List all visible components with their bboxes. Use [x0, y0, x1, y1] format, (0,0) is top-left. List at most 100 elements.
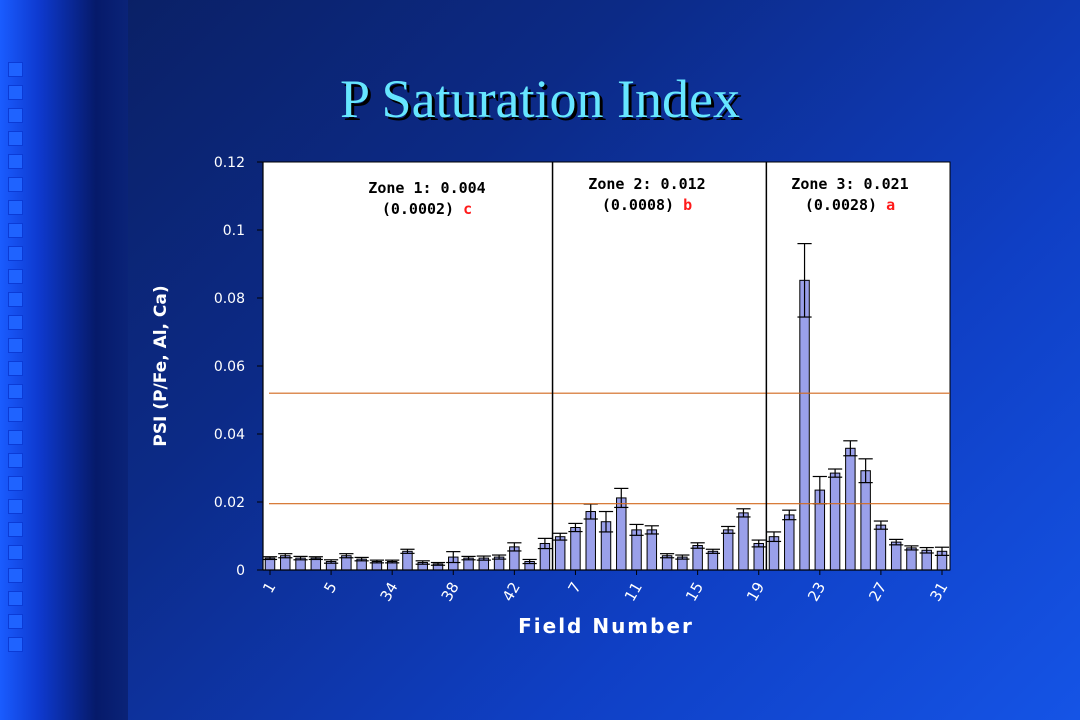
decorative-square	[8, 108, 23, 123]
bar	[722, 529, 734, 571]
error-bar	[354, 556, 369, 562]
x-tick-label: 42	[499, 579, 524, 605]
bar	[784, 514, 795, 571]
y-tick-label: 0.04	[214, 427, 245, 443]
error-bar	[675, 554, 690, 560]
error-bar	[446, 551, 461, 564]
x-tick-label: 15	[682, 579, 707, 605]
zone-detail: (0.0008) b	[602, 196, 692, 214]
decorative-square	[8, 292, 23, 307]
x-tick-label: 1	[259, 579, 279, 596]
error-bar	[843, 440, 858, 457]
error-bar	[293, 555, 308, 561]
error-bar	[873, 520, 889, 530]
zone-stderr: (0.0008)	[602, 196, 683, 214]
y-tick-label: 0.12	[214, 155, 245, 171]
decorative-square	[8, 200, 23, 215]
bar	[616, 497, 627, 571]
error-bar	[782, 509, 797, 521]
error-bar	[278, 553, 293, 559]
error-bar	[385, 559, 400, 564]
error-bar	[766, 531, 782, 543]
zone-labels-layer: Zone 1: 0.004 (0.0002) c Zone 2: 0.012 (0.0…	[368, 175, 908, 218]
error-bar	[369, 559, 385, 564]
error-bar	[461, 555, 476, 561]
zone-letter: b	[683, 196, 692, 214]
decorative-square	[8, 223, 23, 238]
error-bar	[705, 548, 721, 554]
error-bar	[430, 561, 446, 566]
zone-title: Zone 1: 0.004	[368, 179, 485, 197]
zone-letter: a	[886, 196, 895, 214]
zone-annotation: Zone 3: 0.021 (0.0028) a	[791, 175, 908, 214]
slide-title: P Saturation Index	[340, 69, 740, 129]
error-bar	[339, 553, 354, 559]
decorative-square-column	[8, 62, 30, 660]
error-bar	[690, 542, 705, 549]
bar	[402, 550, 413, 571]
zone-detail: (0.0028) a	[805, 196, 895, 214]
decorative-square	[8, 85, 23, 100]
zone-annotation: Zone 2: 0.012 (0.0008) b	[588, 175, 705, 214]
error-bar	[751, 539, 766, 548]
error-bar	[491, 554, 507, 560]
decorative-square	[8, 637, 23, 652]
error-bar	[934, 546, 950, 556]
y-tick-label: 0	[236, 563, 245, 579]
error-bar	[858, 458, 873, 484]
bar	[890, 541, 902, 571]
bar	[906, 547, 917, 571]
zone-title: Zone 2: 0.012	[588, 175, 705, 193]
decorative-square	[8, 407, 23, 422]
bar	[692, 545, 703, 571]
reference-lines-layer	[269, 162, 950, 570]
y-tick-label: 0.06	[214, 359, 245, 375]
x-tick-label: 31	[926, 579, 951, 605]
x-tick-label: 5	[320, 579, 340, 596]
y-tick-label: 0.1	[223, 223, 245, 239]
error-bar	[904, 545, 919, 551]
x-tick-label: 27	[865, 579, 890, 605]
zone-detail: (0.0002) c	[382, 200, 472, 218]
y-tick-label: 0.08	[214, 291, 245, 307]
decorative-square	[8, 269, 23, 284]
decorative-square	[8, 246, 23, 261]
error-bar	[721, 525, 736, 534]
bar	[646, 529, 658, 571]
decorative-square	[8, 591, 23, 606]
y-ticks-layer: 0.12 0.1 0.08 0.06 0.04 0.02 0	[214, 155, 263, 579]
error-bar	[262, 556, 278, 561]
error-bar	[323, 559, 339, 564]
x-tick-label: 7	[565, 579, 585, 596]
decorative-square	[8, 131, 23, 146]
y-tick-label: 0.02	[214, 495, 245, 511]
decorative-square	[8, 545, 23, 560]
error-bar	[629, 523, 644, 536]
zone-annotation: Zone 1: 0.004 (0.0002) c	[368, 179, 485, 218]
zone-title: Zone 3: 0.021	[791, 175, 908, 193]
error-bar	[400, 548, 415, 554]
bar	[554, 536, 566, 571]
y-axis-label: PSI (P/Fe, Al, Ca)	[151, 285, 171, 446]
x-tick-label: 34	[377, 579, 402, 605]
x-tick-label: 23	[804, 579, 829, 605]
decorative-square	[8, 62, 23, 77]
decorative-square	[8, 177, 23, 192]
decorative-square	[8, 384, 23, 399]
left-decorative-band	[0, 0, 128, 720]
error-bar	[827, 468, 843, 478]
error-bar	[507, 542, 522, 552]
x-tick-label: 19	[743, 579, 768, 605]
decorative-square	[8, 338, 23, 353]
error-bar	[553, 532, 568, 541]
zone-stderr: (0.0002)	[382, 200, 463, 218]
error-bar	[415, 560, 430, 565]
decorative-square	[8, 476, 23, 491]
x-axis-label: Field Number	[518, 614, 694, 638]
bar	[707, 550, 719, 571]
error-bar	[537, 537, 553, 550]
x-tick-label: 38	[438, 579, 463, 605]
error-bar	[308, 556, 323, 561]
bar	[570, 527, 581, 571]
